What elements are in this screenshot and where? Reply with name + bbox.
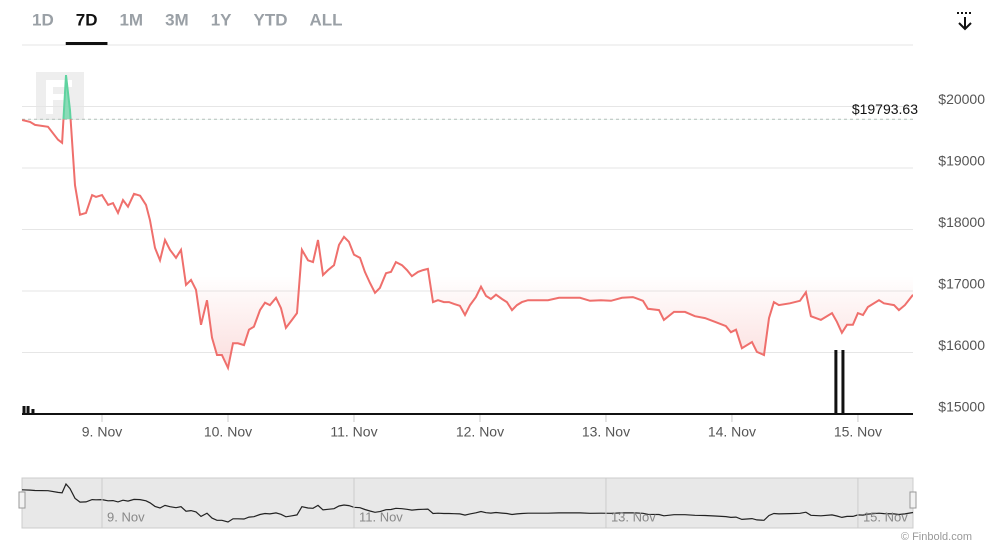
volume-bar [834, 350, 838, 414]
navigator-bg[interactable] [21, 477, 914, 529]
range-button[interactable]: 3M [165, 10, 189, 29]
range-button[interactable]: 1Y [211, 10, 232, 29]
y-tick-label: $17000 [938, 276, 985, 292]
navigator-tick-label: 9. Nov [107, 509, 145, 524]
x-tick-label: 14. Nov [708, 424, 756, 440]
navigator-tick-label: 11. Nov [359, 509, 403, 524]
range-button[interactable]: YTD [254, 10, 288, 29]
volume-bar [22, 406, 26, 414]
y-tick-label: $18000 [938, 214, 985, 230]
y-tick-label: $15000 [938, 399, 985, 415]
logo-watermark [36, 72, 84, 120]
area-down [22, 119, 913, 368]
range-button[interactable]: ALL [310, 10, 343, 29]
navigator-tick-label: 13. Nov [611, 509, 656, 524]
navigator-handle[interactable] [18, 491, 26, 509]
x-tick-label: 13. Nov [582, 424, 630, 440]
volume-bar [26, 406, 30, 414]
reference-label: $19793.63 [852, 101, 918, 117]
x-tick-label: 11. Nov [330, 424, 377, 440]
range-button[interactable]: 1M [119, 10, 143, 29]
x-tick-label: 10. Nov [204, 424, 252, 440]
range-button[interactable]: 1D [32, 10, 54, 29]
y-tick-label: $19000 [938, 153, 985, 169]
navigator-line [21, 482, 914, 523]
x-tick-label: 15. Nov [834, 424, 882, 440]
x-tick-label: 9. Nov [82, 424, 122, 440]
navigator-handle[interactable] [909, 491, 917, 509]
y-tick-label: $16000 [938, 337, 985, 353]
credit: © Finbold.com [901, 531, 972, 543]
price-line [22, 119, 913, 372]
range-button[interactable]: 7D [76, 10, 98, 29]
download-icon[interactable] [957, 12, 973, 31]
x-tick-label: 12. Nov [456, 424, 504, 440]
volume-bar [31, 409, 35, 414]
volume-bar [841, 350, 845, 414]
selected-underline [65, 42, 108, 45]
navigator-tick-label: 15. Nov [863, 509, 908, 524]
y-tick-label: $20000 [938, 91, 985, 107]
